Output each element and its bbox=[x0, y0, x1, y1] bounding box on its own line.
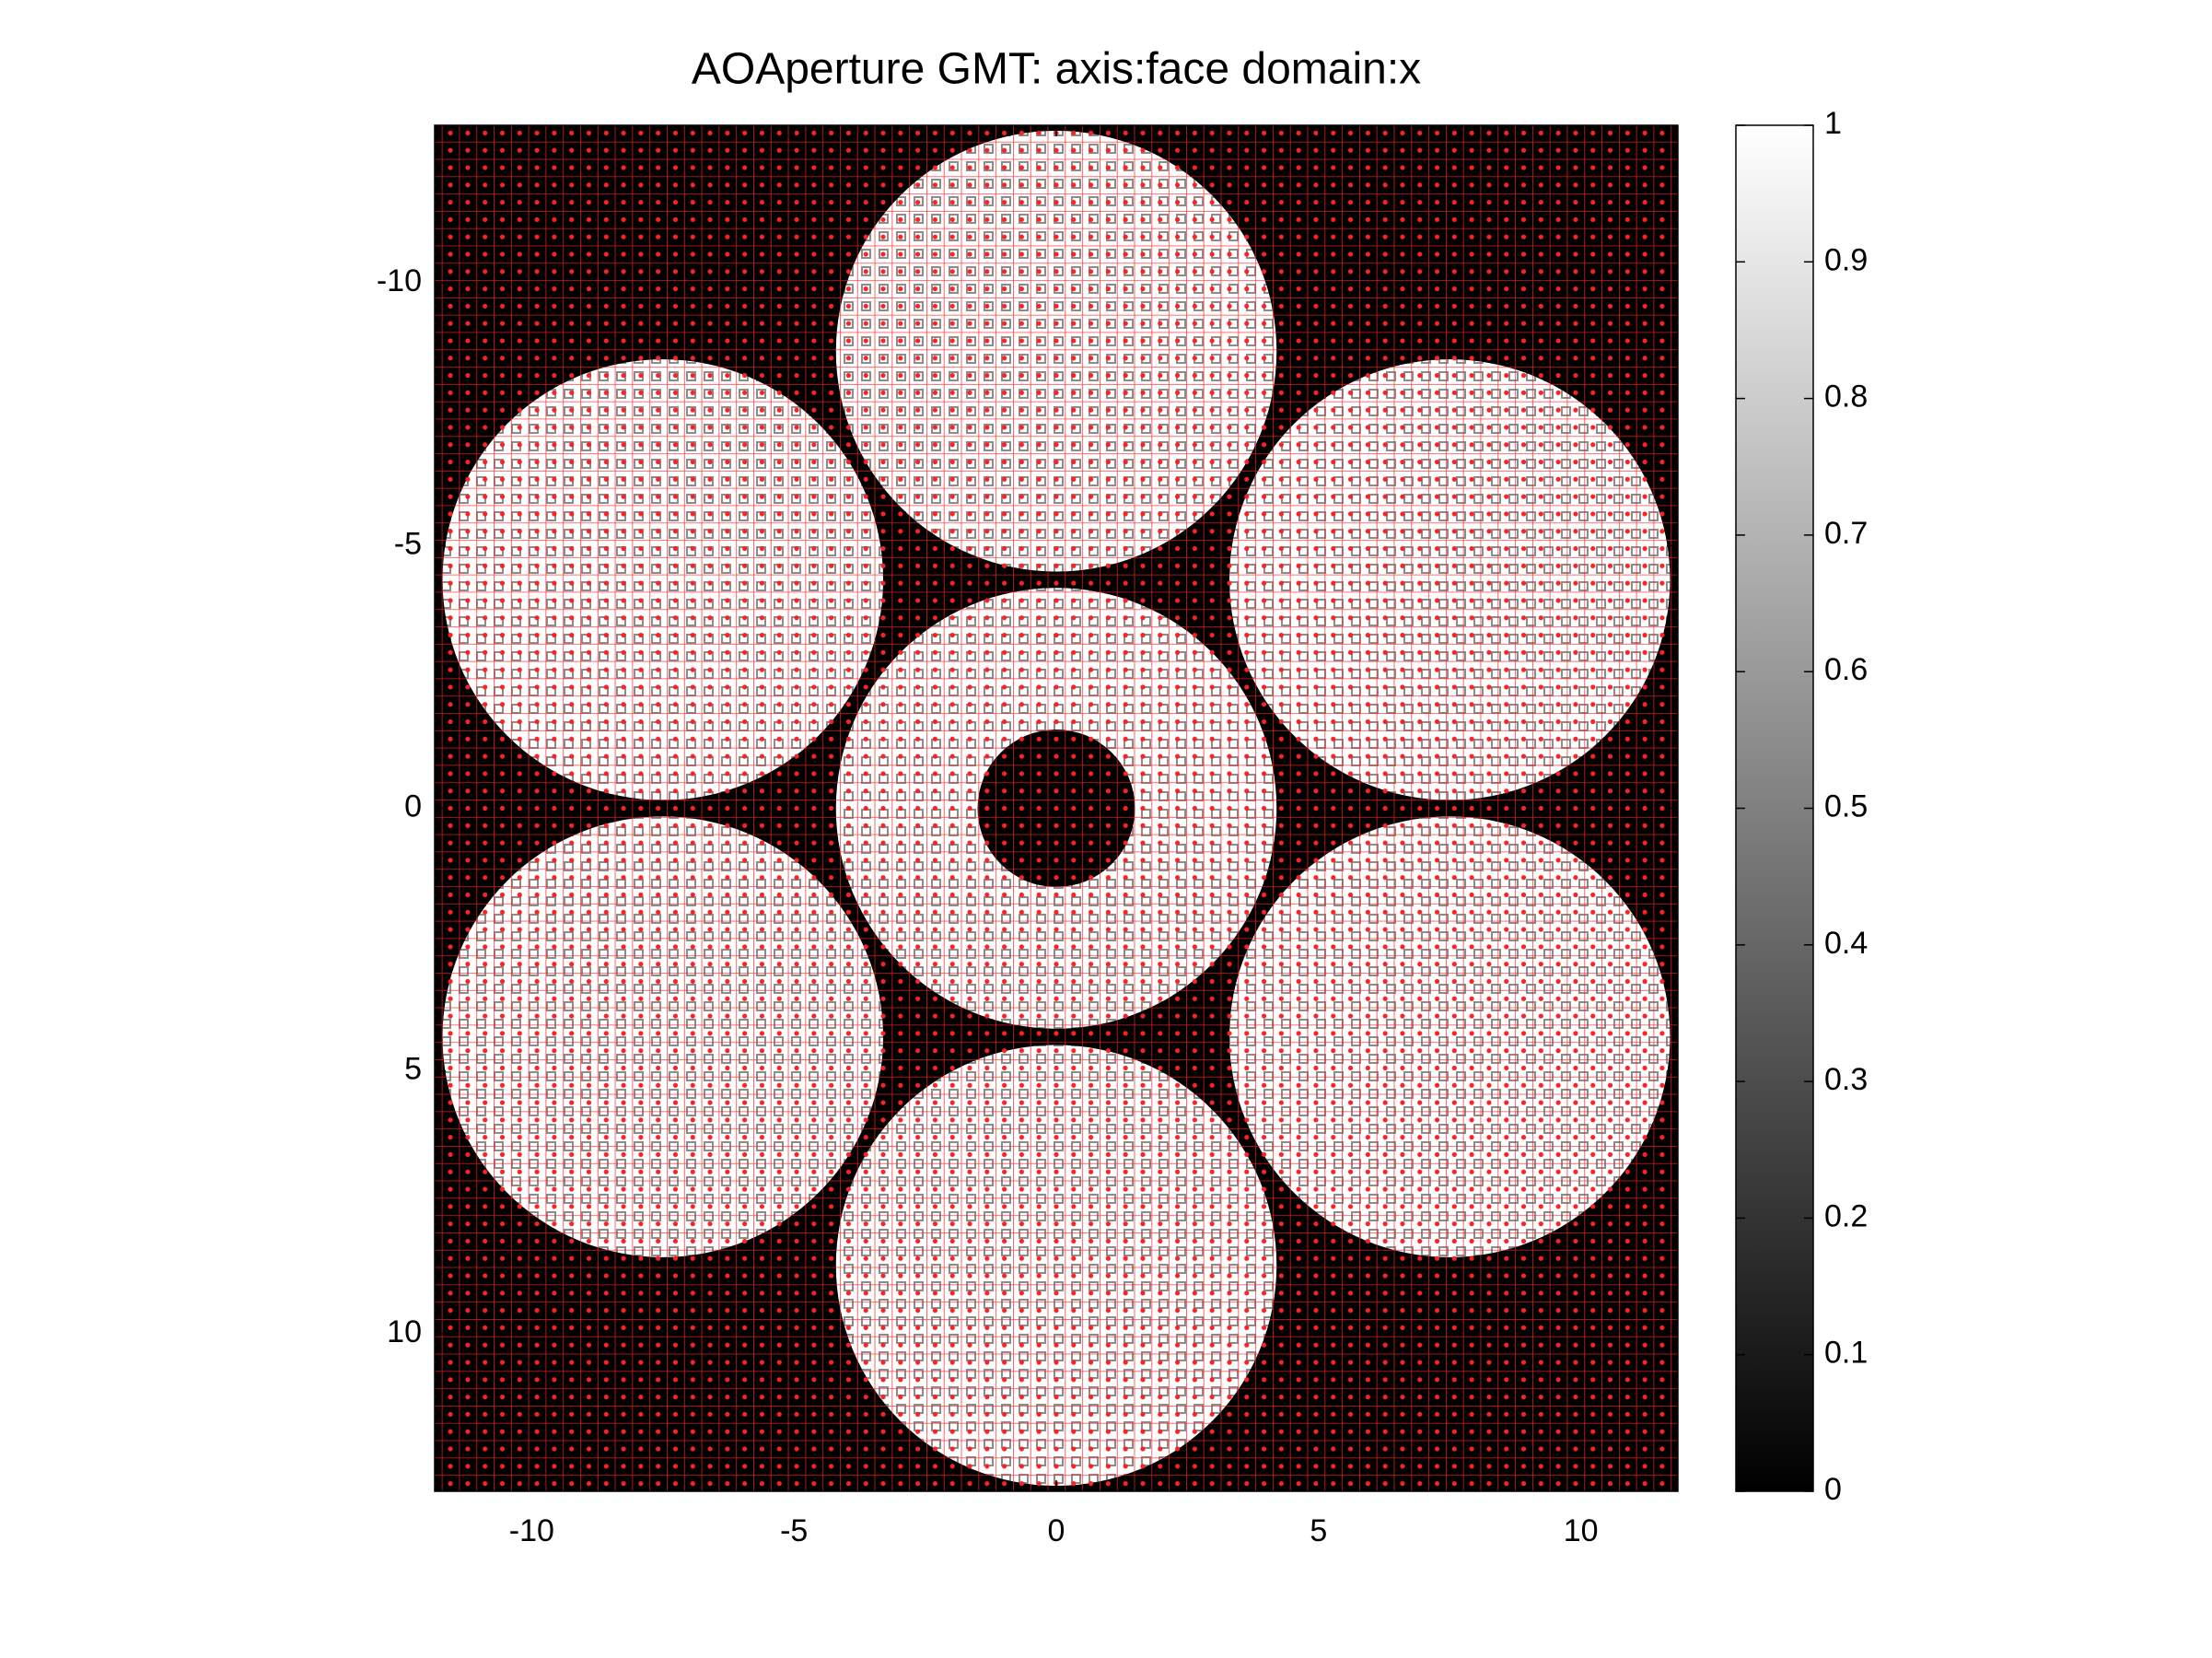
x-tick-label: -10 bbox=[509, 1513, 554, 1548]
y-tick-label: 5 bbox=[404, 1052, 422, 1087]
colorbar-tick-label: 0.5 bbox=[1824, 788, 1868, 823]
x-tick-label: 5 bbox=[1310, 1513, 1327, 1548]
x-tick-label: 0 bbox=[1048, 1513, 1065, 1548]
colorbar-tick-label: 0.9 bbox=[1824, 242, 1868, 277]
x-tick-label: 10 bbox=[1564, 1513, 1599, 1548]
colorbar-tick-label: 0.8 bbox=[1824, 379, 1868, 414]
x-tick-label: -5 bbox=[780, 1513, 808, 1548]
colorbar-tick-label: 0.2 bbox=[1824, 1198, 1868, 1233]
colorbar-tick-label: 0.7 bbox=[1824, 516, 1868, 551]
colorbar-tick-label: 1 bbox=[1824, 106, 1842, 141]
y-tick-label: -10 bbox=[377, 263, 422, 298]
colorbar-tick-label: 0 bbox=[1824, 1472, 1842, 1507]
colorbar-tick-label: 0.1 bbox=[1824, 1336, 1868, 1371]
image bbox=[435, 125, 1678, 1491]
colorbar-tick-label: 0.3 bbox=[1824, 1062, 1868, 1097]
y-tick-label: 0 bbox=[404, 788, 422, 823]
colorbar-tick-label: 0.4 bbox=[1824, 926, 1868, 961]
colorbar bbox=[1735, 124, 1814, 1492]
y-tick-label: -5 bbox=[394, 526, 422, 561]
chart-title: AOAperture GMT: axis:face domain:x bbox=[692, 45, 1421, 94]
y-tick-label: 10 bbox=[387, 1314, 422, 1349]
colorbar-tick-label: 0.6 bbox=[1824, 652, 1868, 687]
